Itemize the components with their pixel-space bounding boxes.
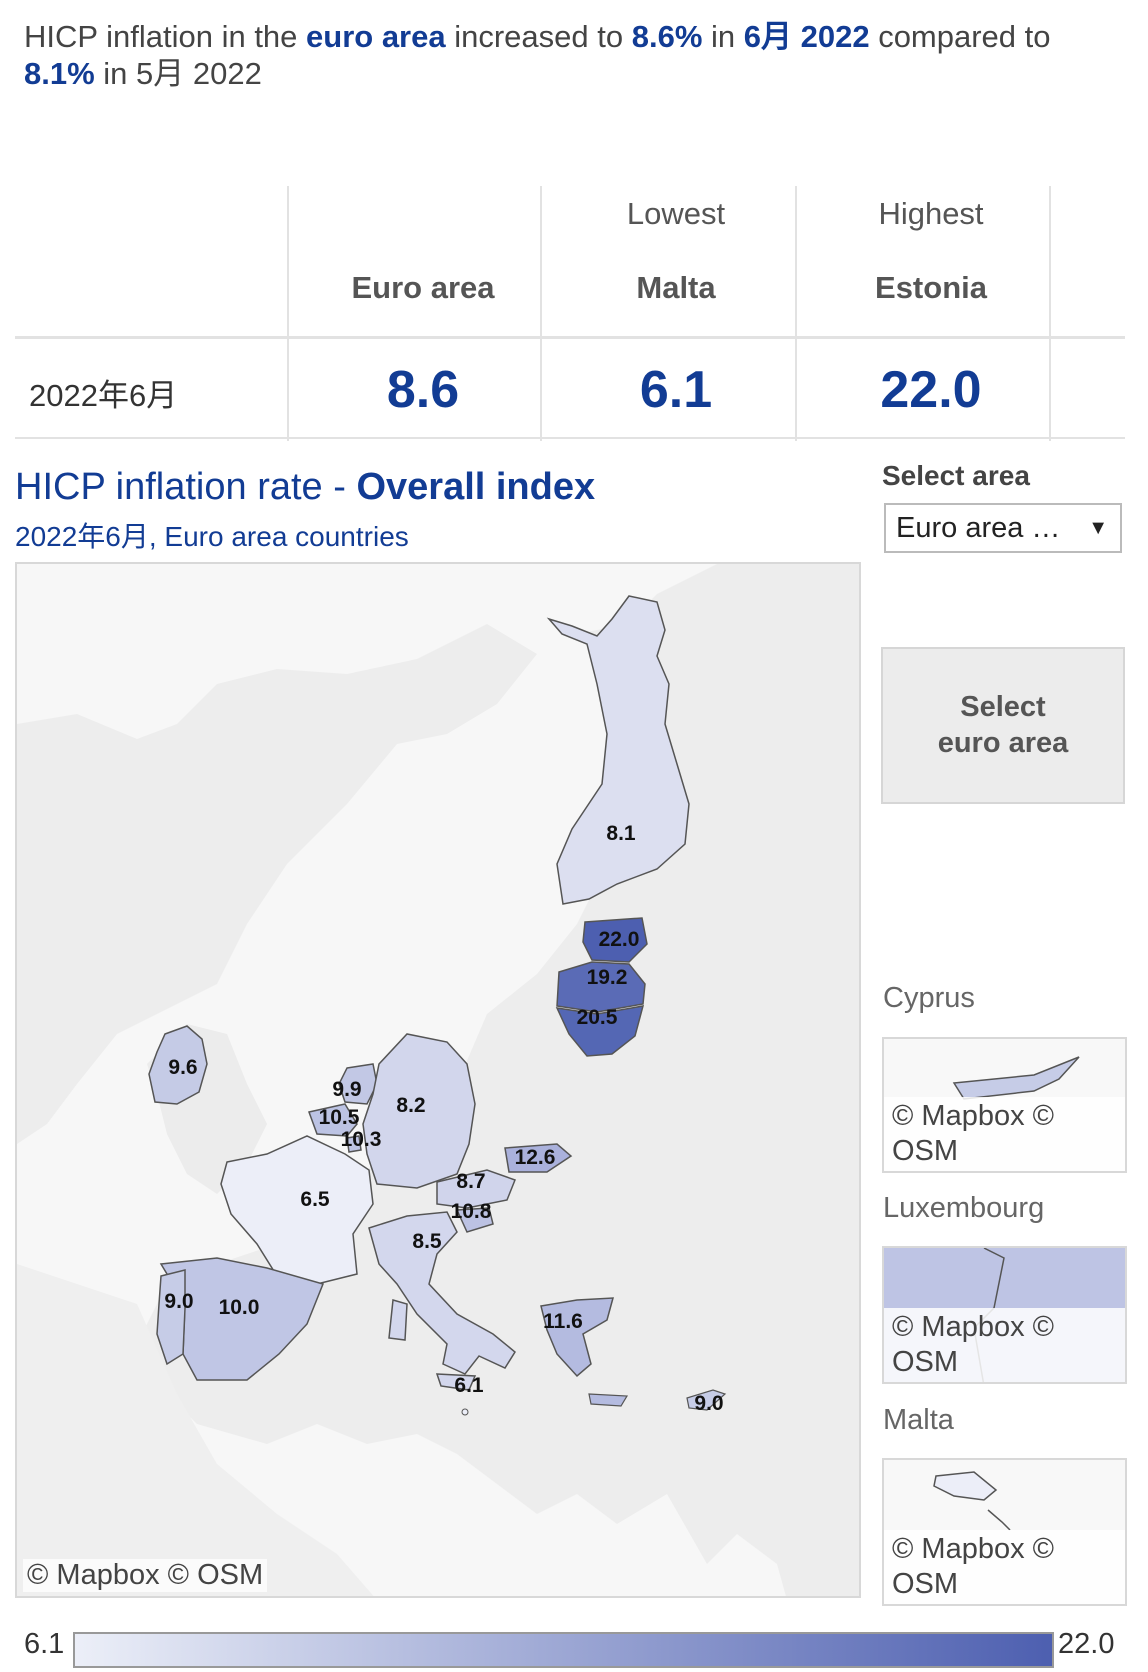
headline-text: in 5月 2022 — [94, 56, 262, 91]
summary-table: Lowest Highest Euro area Malta Estonia 2… — [15, 186, 1125, 441]
value-label-greece: 11.6 — [543, 1310, 583, 1333]
map-canvas[interactable]: 8.1 22.0 19.2 20.5 9.6 9.9 10.510.3 8.2 6.5 12.6 8… — [17, 564, 861, 1598]
value-label-spain: 10.0 — [219, 1296, 260, 1319]
inset-title-malta: Malta — [883, 1404, 954, 1436]
slovenia-shape[interactable] — [455, 1207, 494, 1233]
inset-attribution: © Mapbox © OSM — [884, 1097, 1125, 1171]
headline-text: in — [702, 19, 744, 54]
row-divider — [15, 336, 1125, 339]
select-euro-area-button[interactable]: Select euro area — [881, 647, 1125, 804]
highest-value: 22.0 — [880, 361, 982, 419]
column-divider — [287, 186, 289, 441]
belgium-shape[interactable] — [308, 1103, 358, 1137]
headline-text: compared to — [869, 19, 1051, 54]
highest-caption: Highest — [878, 196, 984, 231]
inset-map-luxembourg[interactable]: © Mapbox © OSM — [882, 1246, 1127, 1384]
column-divider — [540, 186, 542, 441]
latvia-shape[interactable] — [556, 961, 646, 1013]
value-label-slovenia: 10.8 — [451, 1200, 492, 1223]
value-label-portugal: 9.0 — [164, 1290, 193, 1313]
area-select-value: Euro area … — [896, 512, 1061, 544]
chart-title: HICP inflation rate - Overall index — [15, 466, 595, 509]
value-label-luxembourg: 10.3 — [341, 1128, 382, 1151]
value-label-france: 6.5 — [300, 1188, 330, 1211]
inset-title-luxembourg: Luxembourg — [883, 1192, 1045, 1224]
chart-title-text: HICP inflation rate - — [15, 466, 357, 508]
cyprus-shape[interactable] — [686, 1389, 727, 1411]
austria-shape[interactable] — [436, 1169, 516, 1209]
greece-shape[interactable] — [540, 1297, 614, 1378]
headline-area: euro area — [306, 19, 446, 54]
row-divider — [15, 437, 1125, 439]
chart-subtitle: 2022年6月, Euro area countries — [15, 521, 409, 552]
headline-text: increased to — [445, 19, 632, 54]
value-label-italy: 8.5 — [412, 1230, 442, 1253]
value-label-malta: 6.1 — [454, 1374, 484, 1397]
inset-attribution: © Mapbox © OSM — [884, 1530, 1125, 1604]
euro-area-map[interactable]: 8.1 22.0 19.2 20.5 9.6 9.9 10.5 10.3 8.2 6.5 12.6 8… — [15, 562, 861, 1598]
luxembourg-shape[interactable] — [346, 1135, 362, 1153]
button-label-line: Select — [960, 691, 1046, 723]
slovakia-shape[interactable] — [504, 1143, 573, 1173]
malta-shape[interactable] — [461, 1408, 469, 1416]
inset-map-malta[interactable]: © Mapbox © OSM — [882, 1458, 1127, 1606]
sardinia-shape[interactable] — [388, 1299, 408, 1341]
headline-rate: 8.6% — [631, 19, 703, 54]
value-label-ireland: 9.6 — [168, 1056, 197, 1079]
color-scale-legend — [73, 1632, 1054, 1668]
select-area-label: Select area — [882, 460, 1030, 491]
headline: HICP inflation in the euro area increase… — [24, 18, 1134, 92]
highest-country: Estonia — [875, 270, 987, 305]
dropdown-arrow-icon: ▼ — [1088, 517, 1108, 539]
lowest-caption: Lowest — [626, 196, 726, 231]
sicily-shape[interactable] — [435, 1373, 477, 1391]
ireland-shape[interactable] — [148, 1025, 208, 1105]
portugal-shape[interactable] — [156, 1269, 186, 1366]
chart-title-bold: Overall index — [356, 466, 596, 508]
lithuania-shape[interactable] — [555, 1005, 645, 1057]
value-label-belgium: 10.5 — [319, 1106, 360, 1129]
italy-shape[interactable] — [368, 1211, 516, 1375]
lowest-value: 6.1 — [639, 361, 713, 419]
lowest-country: Malta — [636, 270, 716, 305]
legend-max: 22.0 — [1058, 1628, 1115, 1660]
value-label-finland: 8.1 — [606, 822, 636, 845]
value-label-lithuania: 20.5 — [577, 1006, 618, 1029]
value-label-latvia: 19.2 — [587, 966, 628, 989]
value-label-slovakia: 12.6 — [515, 1146, 556, 1169]
north-africa-shape — [17, 1264, 374, 1596]
inset-title-cyprus: Cyprus — [883, 982, 975, 1014]
finland-shape[interactable] — [546, 595, 690, 905]
malta-inset-shape — [933, 1471, 1011, 1531]
france-shape[interactable] — [220, 1135, 374, 1285]
netherlands-shape[interactable] — [338, 1063, 378, 1105]
period-label: 2022年6月 — [29, 378, 178, 413]
value-labels: 8.1 22.0 19.2 20.5 9.6 9.9 10.510.3 8.2 6.5 12.6 8… — [164, 822, 723, 1415]
column-divider — [1049, 186, 1051, 441]
legend-min: 6.1 — [24, 1628, 65, 1660]
value-label-cyprus: 9.0 — [694, 1392, 723, 1415]
headline-month: 6月 2022 — [743, 19, 870, 54]
headline-text: HICP inflation in the — [24, 19, 307, 54]
value-label-estonia: 22.0 — [599, 928, 640, 951]
inset-attribution: © Mapbox © OSM — [884, 1308, 1125, 1382]
value-label-netherlands: 9.9 — [332, 1078, 361, 1101]
value-label-germany: 8.2 — [396, 1094, 425, 1117]
euro-area-value: 8.6 — [386, 361, 460, 419]
value-label-austria: 8.7 — [456, 1170, 485, 1193]
button-label-line: euro area — [937, 727, 1069, 759]
euro-area-label: Euro area — [351, 270, 495, 305]
estonia-shape[interactable] — [582, 917, 648, 963]
headline-prev-rate: 8.1% — [24, 56, 95, 91]
inset-map-cyprus[interactable]: © Mapbox © OSM — [882, 1037, 1127, 1173]
crete-shape[interactable] — [588, 1393, 629, 1407]
column-divider — [795, 186, 797, 441]
germany-shape[interactable] — [362, 1033, 476, 1189]
map-attribution: © Mapbox © OSM — [23, 1559, 268, 1592]
area-select-dropdown[interactable]: Euro area … ▼ — [884, 503, 1122, 553]
